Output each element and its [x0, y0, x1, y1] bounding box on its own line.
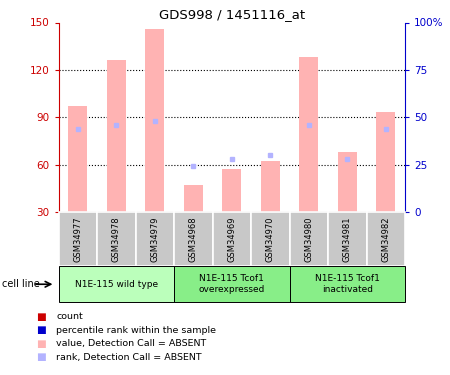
Bar	[184, 185, 203, 212]
Bar	[299, 57, 319, 212]
Text: GSM34978: GSM34978	[112, 216, 121, 262]
Bar	[174, 212, 212, 266]
Text: count: count	[56, 312, 83, 321]
Text: GSM34980: GSM34980	[304, 216, 313, 262]
Text: ■: ■	[36, 339, 45, 349]
Bar	[222, 169, 241, 212]
Text: ■: ■	[36, 326, 45, 335]
Text: cell line: cell line	[2, 279, 40, 289]
Title: GDS998 / 1451116_at: GDS998 / 1451116_at	[159, 8, 305, 21]
Bar	[174, 266, 289, 302]
Text: GSM34970: GSM34970	[266, 216, 275, 262]
Text: GSM34979: GSM34979	[150, 216, 159, 262]
Text: percentile rank within the sample: percentile rank within the sample	[56, 326, 216, 335]
Bar	[145, 29, 164, 212]
Bar	[58, 266, 174, 302]
Text: N1E-115 Tcof1
overexpressed: N1E-115 Tcof1 overexpressed	[198, 274, 265, 294]
Bar	[366, 212, 405, 266]
Bar	[251, 212, 289, 266]
Bar	[289, 212, 328, 266]
Bar	[68, 106, 87, 212]
Text: ■: ■	[36, 312, 45, 322]
Bar	[328, 212, 366, 266]
Bar	[58, 212, 97, 266]
Bar	[97, 212, 135, 266]
Bar	[135, 212, 174, 266]
Text: GSM34968: GSM34968	[189, 216, 198, 262]
Bar	[107, 60, 126, 212]
Text: GSM34982: GSM34982	[381, 216, 390, 262]
Text: GSM34977: GSM34977	[73, 216, 82, 262]
Text: rank, Detection Call = ABSENT: rank, Detection Call = ABSENT	[56, 353, 202, 362]
Text: GSM34981: GSM34981	[343, 216, 352, 262]
Text: N1E-115 Tcof1
inactivated: N1E-115 Tcof1 inactivated	[315, 274, 380, 294]
Bar	[212, 212, 251, 266]
Text: value, Detection Call = ABSENT: value, Detection Call = ABSENT	[56, 339, 207, 348]
Text: N1E-115 wild type: N1E-115 wild type	[75, 280, 158, 289]
Text: ■: ■	[36, 352, 45, 362]
Bar	[289, 266, 405, 302]
Bar	[261, 161, 280, 212]
Text: GSM34969: GSM34969	[227, 216, 236, 262]
Bar	[338, 152, 357, 212]
Bar	[376, 112, 396, 212]
